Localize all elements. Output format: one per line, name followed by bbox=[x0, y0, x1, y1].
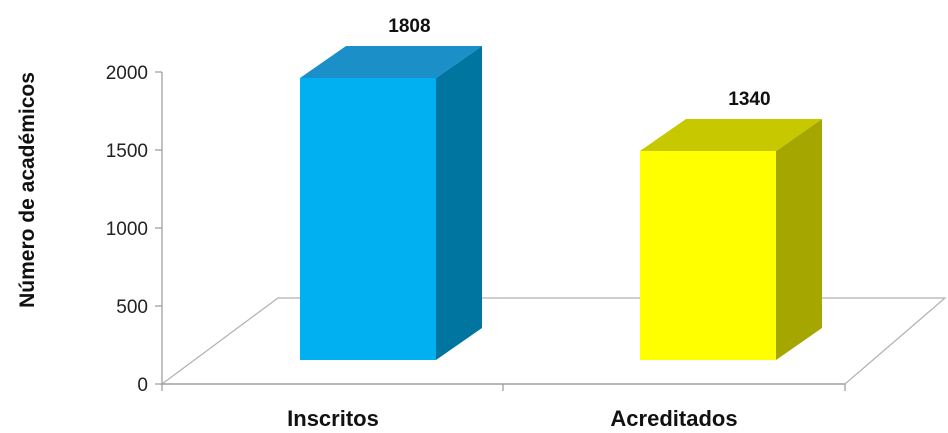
y-tick-label: 0 bbox=[137, 375, 148, 396]
y-tick-label: 2000 bbox=[106, 63, 148, 84]
y-axis-ticks: 0 500 1000 1500 2000 bbox=[106, 63, 162, 396]
category-label: Acreditados bbox=[610, 406, 737, 431]
y-axis-title: Número de académicos bbox=[16, 72, 39, 308]
bar-inscritos: 1808 bbox=[300, 16, 482, 361]
y-tick-label: 1500 bbox=[106, 141, 148, 162]
bar-front-face bbox=[300, 77, 436, 361]
category-label: Inscritos bbox=[287, 406, 379, 431]
category-labels: Inscritos Acreditados bbox=[287, 406, 737, 431]
bars: 1808 1340 bbox=[300, 16, 822, 361]
data-label: 1808 bbox=[388, 16, 430, 37]
bar-top-face bbox=[300, 45, 482, 78]
bar-acreditados: 1340 bbox=[640, 89, 822, 361]
bar-top-face bbox=[640, 118, 822, 151]
bar-side-face bbox=[436, 45, 482, 361]
bar-front-face bbox=[640, 150, 776, 360]
plot-floor bbox=[160, 297, 947, 385]
bar-side-face bbox=[776, 118, 822, 361]
data-label: 1340 bbox=[728, 89, 770, 110]
y-tick-label: 1000 bbox=[106, 219, 148, 240]
y-tick-label: 500 bbox=[116, 297, 148, 318]
